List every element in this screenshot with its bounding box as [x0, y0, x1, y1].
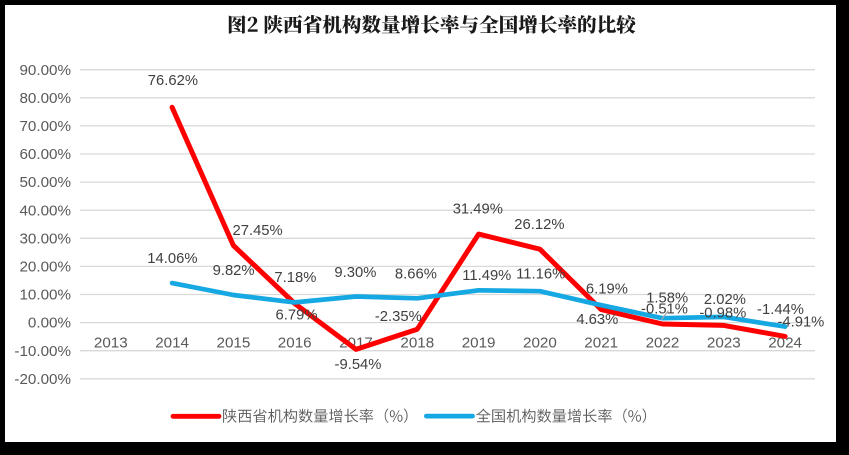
svg-text:31.49%: 31.49%: [453, 202, 503, 218]
svg-text:2019: 2019: [462, 335, 496, 352]
svg-text:2022: 2022: [646, 335, 680, 352]
svg-text:6.19%: 6.19%: [586, 281, 628, 297]
svg-text:-4.91%: -4.91%: [777, 315, 824, 331]
svg-text:80.00%: 80.00%: [19, 90, 71, 107]
svg-text:2023: 2023: [707, 335, 741, 352]
svg-text:27.45%: 27.45%: [233, 223, 283, 239]
svg-text:20.00%: 20.00%: [19, 259, 71, 276]
svg-text:7.18%: 7.18%: [274, 270, 316, 286]
svg-text:-0.51%: -0.51%: [641, 302, 688, 318]
svg-text:2021: 2021: [584, 335, 618, 352]
svg-text:11.16%: 11.16%: [516, 267, 565, 283]
svg-text:-10.00%: -10.00%: [14, 343, 71, 360]
svg-text:0.00%: 0.00%: [28, 315, 71, 332]
svg-text:-2.35%: -2.35%: [375, 309, 422, 325]
svg-text:2020: 2020: [523, 335, 557, 352]
svg-text:-9.54%: -9.54%: [335, 357, 382, 373]
svg-text:-20.00%: -20.00%: [14, 371, 71, 388]
svg-text:2016: 2016: [278, 335, 312, 352]
svg-text:6.79%: 6.79%: [276, 308, 318, 324]
svg-text:50.00%: 50.00%: [19, 174, 71, 191]
svg-text:30.00%: 30.00%: [19, 230, 71, 247]
svg-text:2014: 2014: [155, 335, 189, 352]
svg-text:8.66%: 8.66%: [395, 266, 437, 282]
svg-text:-1.44%: -1.44%: [757, 302, 804, 318]
svg-text:90.00%: 90.00%: [19, 62, 71, 79]
svg-text:76.62%: 76.62%: [148, 73, 198, 89]
svg-text:14.06%: 14.06%: [147, 251, 197, 267]
svg-text:9.30%: 9.30%: [334, 265, 376, 281]
svg-text:2018: 2018: [400, 335, 434, 352]
svg-text:4.63%: 4.63%: [576, 312, 618, 328]
svg-text:-0.98%: -0.98%: [699, 305, 746, 321]
svg-text:10.00%: 10.00%: [19, 287, 71, 304]
svg-text:40.00%: 40.00%: [19, 202, 71, 219]
svg-text:11.49%: 11.49%: [462, 268, 511, 284]
svg-text:2015: 2015: [217, 335, 251, 352]
svg-text:70.00%: 70.00%: [19, 118, 71, 135]
svg-text:60.00%: 60.00%: [19, 146, 71, 163]
svg-text:1.58%: 1.58%: [646, 291, 688, 307]
svg-text:2.02%: 2.02%: [704, 292, 746, 308]
svg-text:9.82%: 9.82%: [213, 263, 255, 279]
svg-text:2013: 2013: [94, 335, 128, 352]
svg-text:26.12%: 26.12%: [514, 217, 564, 233]
svg-text:2024: 2024: [768, 335, 802, 352]
